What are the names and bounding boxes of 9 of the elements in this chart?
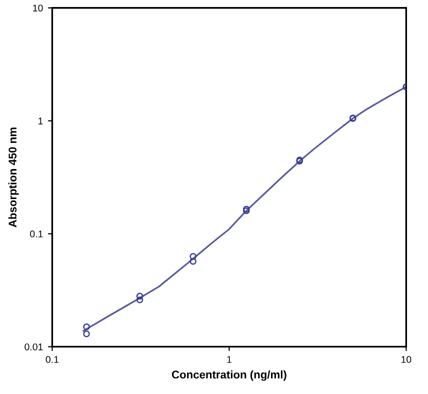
x-tick-label: 1 bbox=[227, 356, 232, 363]
x-axis-title: Concentration (ng/ml) bbox=[172, 370, 286, 381]
y-tick-label: 0.01 bbox=[24, 343, 43, 350]
y-tick-label: 10 bbox=[33, 4, 43, 12]
y-tick-label: 1 bbox=[38, 118, 43, 124]
y-tick-label: 0.1 bbox=[30, 230, 43, 238]
x-tick-label: 0.1 bbox=[46, 356, 58, 363]
x-tick-label: 10 bbox=[402, 356, 412, 363]
y-axis-title: Absorption 450 nm bbox=[8, 128, 19, 228]
